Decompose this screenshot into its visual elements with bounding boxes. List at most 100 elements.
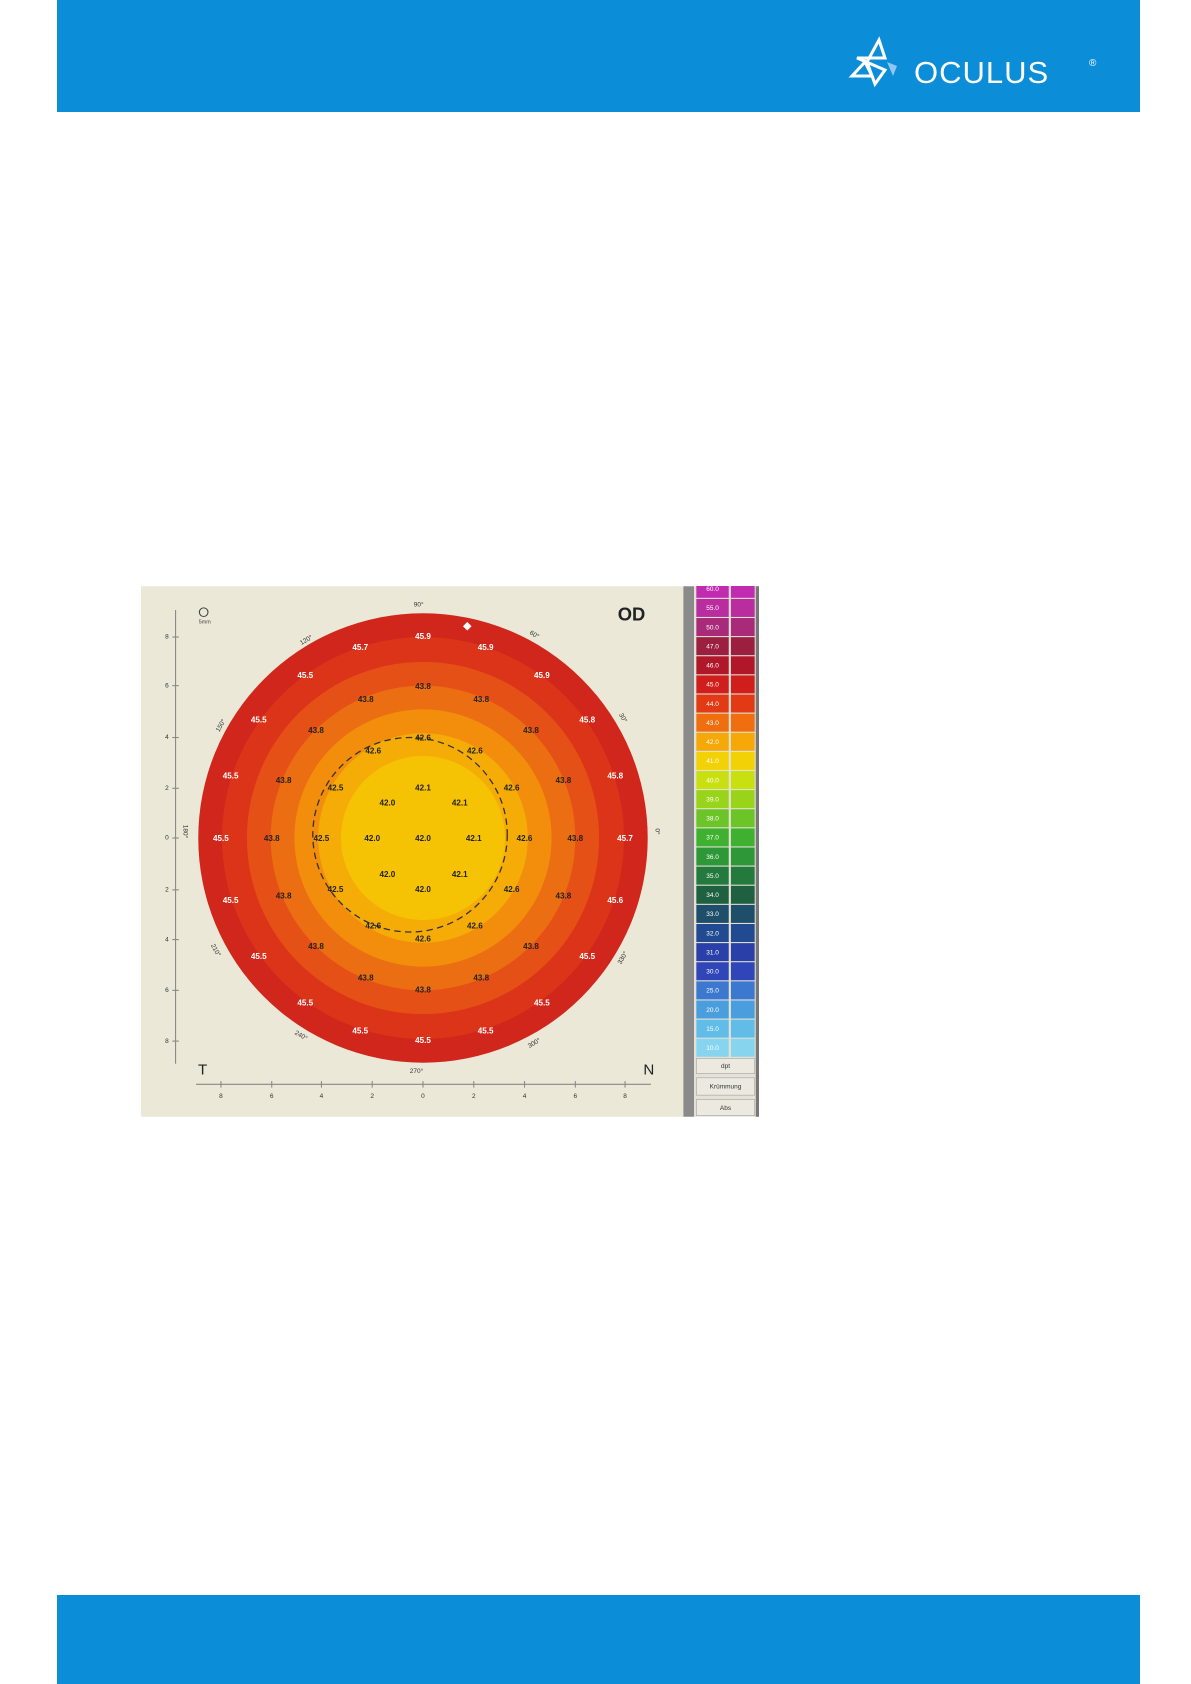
scale-bar — [730, 637, 755, 656]
value-label: 45.5 — [415, 1036, 431, 1045]
value-label: 45.5 — [534, 998, 550, 1007]
scale-bar — [730, 923, 755, 943]
logo-registered: ® — [1089, 58, 1097, 69]
scale-swatch — [696, 732, 729, 751]
value-label: 42.1 — [415, 783, 431, 792]
logo-mark — [856, 36, 888, 88]
value-label: 43.8 — [415, 682, 431, 691]
value-label: 43.8 — [556, 776, 572, 785]
value-label: 42.0 — [415, 834, 431, 843]
scale-swatch — [696, 962, 729, 981]
scale-swatch — [696, 866, 729, 885]
value-label: 43.8 — [523, 726, 539, 735]
scale-swatch — [696, 885, 729, 904]
scale-swatch — [696, 694, 729, 713]
value-label: 42.0 — [415, 885, 431, 894]
value-label: 42.6 — [365, 747, 381, 756]
scale-swatch — [696, 751, 729, 770]
scale-label: 41.0 — [706, 758, 719, 765]
scale-label: 36.0 — [706, 854, 719, 861]
scale-swatch — [696, 923, 729, 943]
scale-swatch — [696, 1000, 729, 1019]
header: OCULUS ® — [57, 0, 1140, 112]
value-label: 43.8 — [308, 942, 324, 951]
scale-swatch — [696, 618, 729, 637]
scale-swatch — [696, 981, 729, 1000]
scale-label: 25.0 — [706, 988, 719, 995]
scale-label: 32.0 — [706, 930, 719, 937]
x-tick-label: 6 — [270, 1093, 274, 1100]
y-tick-label: 2 — [165, 785, 169, 792]
value-label: 42.6 — [517, 834, 533, 843]
y-tick-label: 8 — [165, 1038, 169, 1045]
value-label: 42.6 — [467, 922, 483, 931]
value-label: 45.8 — [579, 715, 595, 724]
scale-label: 37.0 — [706, 835, 719, 842]
x-tick-label: 4 — [320, 1093, 324, 1100]
x-tick-label: 4 — [523, 1093, 527, 1100]
value-label: 45.5 — [478, 1027, 494, 1036]
value-label: 43.8 — [264, 834, 280, 843]
value-label: 45.7 — [617, 834, 633, 843]
scale-label: 60.0 — [706, 586, 719, 593]
angle-label: 270° — [410, 1067, 424, 1075]
scale-label: 45.0 — [706, 682, 719, 689]
scale-bar — [730, 732, 755, 751]
scale-label: 34.0 — [706, 892, 719, 899]
scale-label: 35.0 — [706, 873, 719, 880]
scale-label: 38.0 — [706, 816, 719, 823]
logo-text: OCULUS — [914, 55, 1049, 90]
scale-bar — [730, 694, 755, 713]
scale-bar — [730, 981, 755, 1000]
angle-label: 90° — [414, 600, 424, 608]
scale-swatch — [696, 847, 729, 866]
value-label: 45.5 — [213, 834, 229, 843]
topography-map: 5mm OD T N 90°60°30°0°330°300°270°240°21… — [141, 586, 759, 1117]
scale-swatch — [696, 637, 729, 656]
value-label: 45.9 — [534, 671, 550, 680]
y-tick-label: 4 — [165, 936, 169, 943]
value-label: 42.5 — [328, 783, 344, 792]
scale-swatch — [696, 656, 729, 675]
scale-button — [696, 1058, 755, 1074]
value-label: 43.8 — [567, 834, 583, 843]
scale-bar — [730, 1000, 755, 1019]
value-label: 45.5 — [297, 671, 313, 680]
value-label: 43.8 — [358, 974, 374, 983]
scale-swatch — [696, 586, 729, 598]
value-label: 42.5 — [328, 885, 344, 894]
value-label: 43.8 — [523, 942, 539, 951]
scale-label: 30.0 — [706, 969, 719, 976]
scale-button — [696, 1077, 755, 1096]
value-label: 45.8 — [607, 772, 623, 781]
zoom-icon — [198, 607, 209, 618]
scale-bar — [730, 904, 755, 923]
value-label: 42.1 — [452, 870, 468, 879]
y-tick-label: 4 — [165, 734, 169, 741]
scale-label: 47.0 — [706, 643, 719, 650]
value-label: 43.8 — [473, 974, 489, 983]
scale-bar — [730, 713, 755, 732]
scale-bar — [730, 618, 755, 637]
separator — [683, 586, 695, 1117]
x-tick-label: 8 — [219, 1093, 223, 1100]
y-tick-label: 2 — [165, 887, 169, 894]
y-tick-label: 0 — [165, 835, 169, 842]
x-tick-label: 6 — [574, 1093, 578, 1100]
angle-label: 0° — [654, 828, 662, 835]
scale-label: 10.0 — [706, 1045, 719, 1052]
scale-swatch — [696, 904, 729, 923]
value-label: 42.6 — [365, 922, 381, 931]
scale-bar — [730, 962, 755, 981]
x-tick-label: 2 — [370, 1093, 374, 1100]
scale-label: 46.0 — [706, 663, 719, 670]
value-label: 42.6 — [504, 885, 520, 894]
scale-swatch — [696, 675, 729, 694]
scale-bar — [730, 828, 755, 847]
scale-label: 50.0 — [706, 624, 719, 631]
value-label: 42.0 — [379, 799, 395, 808]
value-label: 42.6 — [504, 783, 520, 792]
scale-bar — [730, 586, 755, 598]
y-tick-label: 8 — [165, 634, 169, 641]
value-label: 45.5 — [223, 896, 239, 905]
